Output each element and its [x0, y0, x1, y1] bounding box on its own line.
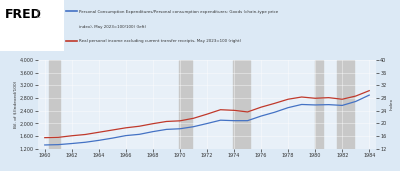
Bar	[315, 60, 323, 149]
Text: Real personal income excluding current transfer receipts, May 2023=100 (right): Real personal income excluding current t…	[79, 39, 241, 43]
Y-axis label: Bil. of $(Indexed/100): Bil. of $(Indexed/100)	[13, 81, 17, 128]
Bar	[49, 60, 60, 149]
Text: Personal Consumption Expenditures/Personal consumption expenditures: Goods (chai: Personal Consumption Expenditures/Person…	[79, 10, 278, 14]
Bar	[337, 60, 354, 149]
Y-axis label: Index: Index	[389, 98, 393, 110]
Text: /̲̅: /̲̅	[37, 11, 40, 18]
Bar	[233, 60, 250, 149]
Bar	[179, 60, 192, 149]
Text: index), May 2023=100/100) (left): index), May 2023=100/100) (left)	[79, 25, 146, 29]
Text: FRED: FRED	[5, 8, 42, 21]
